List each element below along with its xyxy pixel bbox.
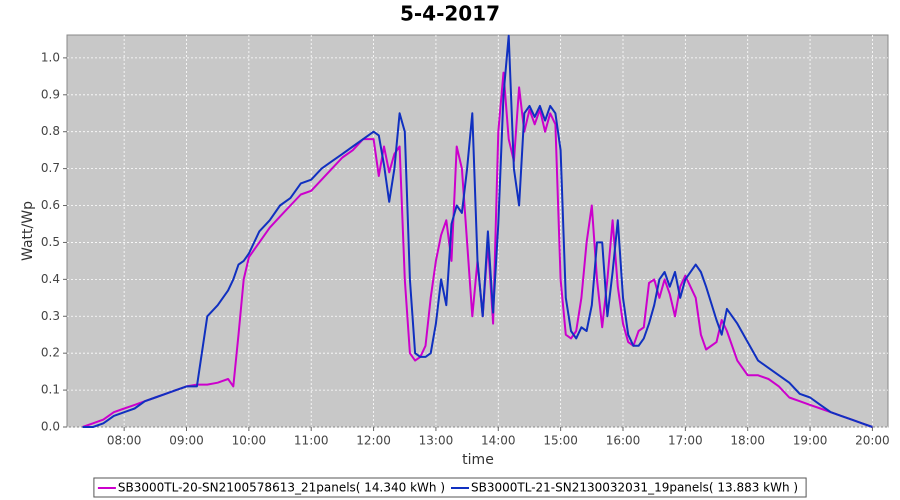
line	[82, 71, 873, 428]
x-tick-label: 14:00	[481, 434, 516, 448]
x-tick-label: 19:00	[793, 434, 828, 448]
y-tick-label: 0.2	[41, 346, 60, 360]
y-tick-label: 0.6	[41, 198, 60, 212]
x-tick-label: 17:00	[668, 434, 703, 448]
x-tick-label: 09:00	[169, 434, 204, 448]
y-tick-label: 0.8	[41, 124, 60, 138]
legend: SB3000TL-20-SN2100578613_21panels( 14.34…	[93, 477, 807, 498]
y-tick-label: 0.7	[41, 161, 60, 175]
chart-title: 5-4-2017	[400, 2, 500, 26]
x-tick-label: 16:00	[606, 434, 641, 448]
legend-label: SB3000TL-20-SN2100578613_21panels( 14.34…	[118, 481, 445, 495]
y-tick-label: 0.0	[41, 420, 60, 434]
y-tick-label: 0.4	[41, 272, 60, 286]
line	[82, 34, 873, 428]
y-tick-label: 0.1	[41, 383, 60, 397]
x-tick-label: 15:00	[543, 434, 578, 448]
x-tick-label: 20:00	[855, 434, 890, 448]
plot-area	[66, 34, 889, 428]
x-tick-label: 18:00	[730, 434, 765, 448]
y-tick-label: 0.3	[41, 309, 60, 323]
x-tick-label: 13:00	[419, 434, 454, 448]
x-tick-label: 08:00	[107, 434, 142, 448]
x-tick-label: 11:00	[294, 434, 329, 448]
x-axis-label: time	[462, 452, 494, 468]
y-tick-label: 0.9	[41, 87, 60, 101]
y-axis-label: Watt/Wp	[20, 201, 36, 261]
legend-label: SB3000TL-21-SN2130032031_19panels( 13.88…	[471, 481, 798, 495]
y-tick-label: 0.5	[41, 235, 60, 249]
x-tick-label: 10:00	[232, 434, 267, 448]
legend-box	[93, 477, 807, 498]
y-tick-label: 1.0	[41, 50, 60, 64]
x-tick-label: 12:00	[356, 434, 391, 448]
